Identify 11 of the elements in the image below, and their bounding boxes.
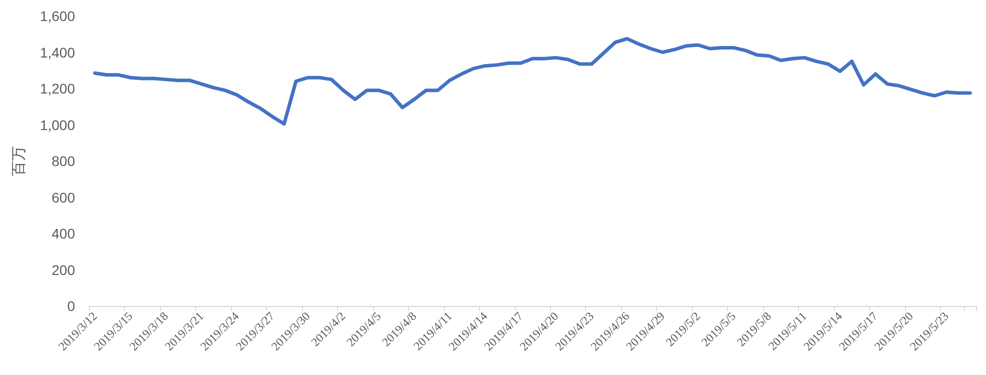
y-tick-label: 800 [52, 153, 76, 169]
y-tick-label: 1,400 [40, 44, 76, 60]
y-tick-label: 1,200 [40, 80, 76, 96]
y-tick-label: 600 [52, 189, 76, 206]
y-axis-title: 百万 [12, 146, 28, 176]
y-tick-label: 200 [52, 262, 76, 278]
y-tick-label: 400 [52, 226, 76, 242]
y-tick-label: 1,000 [40, 116, 76, 133]
y-tick-label: 0 [67, 298, 76, 314]
y-tick-label: 1,600 [40, 8, 76, 24]
line-series [93, 36, 972, 126]
